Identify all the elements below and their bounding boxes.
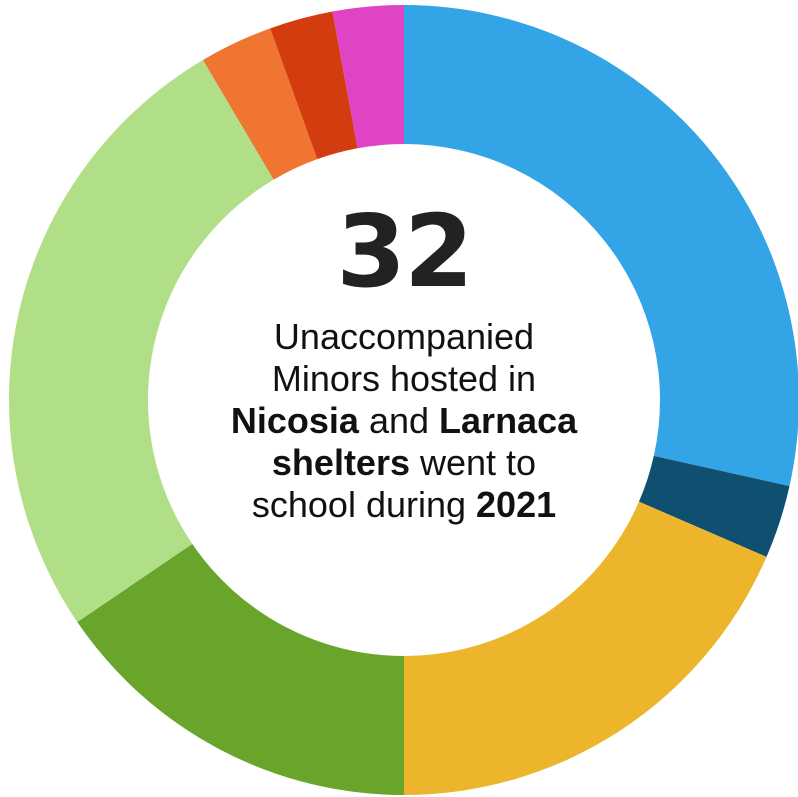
- center-label: 32 Unaccompanied Minors hosted in Nicosi…: [199, 196, 609, 526]
- caption-year: 2021: [476, 484, 557, 525]
- donut-slice-5: [9, 60, 274, 623]
- donut-slice-8: [332, 5, 404, 149]
- caption-and: and: [368, 400, 430, 441]
- donut-slice-6: [202, 28, 318, 180]
- caption-line-5: school during 2021: [199, 484, 609, 526]
- donut-slices: [9, 5, 798, 796]
- total-count: 32: [336, 193, 473, 310]
- caption-text: Unaccompanied Minors hosted in Nicosia a…: [199, 316, 609, 526]
- caption-line-3: Nicosia and Larnaca: [199, 400, 609, 442]
- caption-line-4: shelters went to: [199, 442, 609, 484]
- caption-line-2: Minors hosted in: [199, 358, 609, 400]
- caption-shelters: shelters: [271, 442, 410, 483]
- caption-line-1: Unaccompanied: [199, 316, 609, 358]
- caption-nicosia: Nicosia: [230, 400, 359, 441]
- caption-unaccompanied: Unaccompanied: [273, 316, 535, 357]
- donut-slice-2: [638, 455, 790, 557]
- caption-larnaca: Larnaca: [439, 400, 578, 441]
- donut-slice-7: [270, 11, 358, 160]
- donut-slice-1: [404, 5, 798, 487]
- donut-slice-3: [404, 501, 767, 795]
- donut-slice-4: [77, 543, 405, 796]
- caption-minors-hosted: Minors hosted in: [271, 358, 537, 399]
- caption-went-to: went to: [420, 442, 537, 483]
- caption-school-during: school during: [251, 484, 467, 525]
